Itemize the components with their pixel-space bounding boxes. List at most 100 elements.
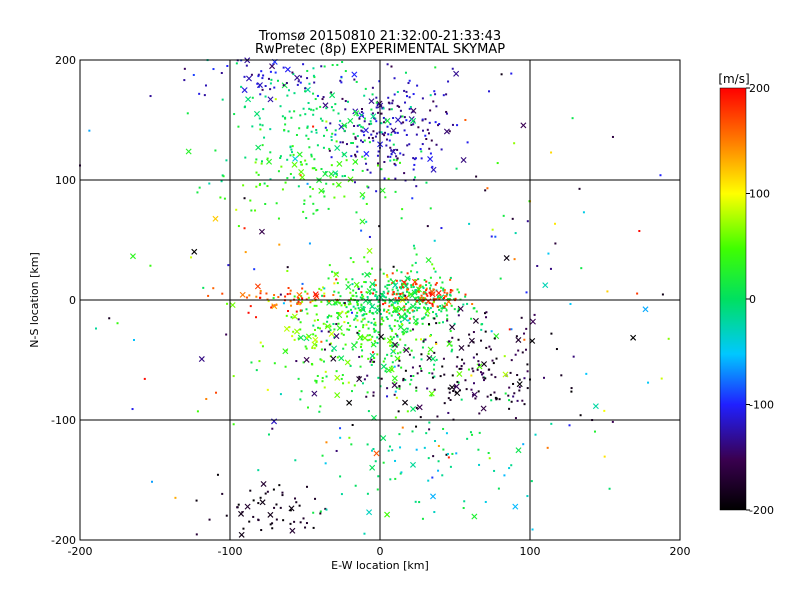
data-point xyxy=(249,305,252,308)
data-point xyxy=(393,162,396,165)
data-point xyxy=(323,195,326,198)
data-point xyxy=(208,182,211,185)
data-point xyxy=(384,302,387,305)
data-point xyxy=(300,75,303,78)
data-point xyxy=(336,311,339,314)
data-point xyxy=(399,115,402,118)
data-point xyxy=(340,304,343,307)
data-point xyxy=(271,522,274,525)
data-point xyxy=(225,333,228,336)
data-point-x-marker xyxy=(269,63,276,70)
data-point xyxy=(420,353,423,356)
data-point-x-marker xyxy=(303,356,310,363)
data-point xyxy=(408,277,411,280)
data-point xyxy=(323,65,326,68)
data-point xyxy=(380,112,383,115)
data-point xyxy=(381,318,384,321)
data-point xyxy=(418,302,421,305)
chart-title: Tromsø 20150810 21:32:00-21:33:43 xyxy=(258,29,501,44)
data-point xyxy=(318,327,321,330)
data-point xyxy=(458,367,461,370)
data-point xyxy=(386,287,389,290)
data-point xyxy=(412,328,415,331)
data-point xyxy=(241,511,244,514)
data-point xyxy=(212,287,215,290)
data-point xyxy=(439,375,442,378)
data-point xyxy=(285,82,288,85)
data-point xyxy=(409,105,412,108)
data-point xyxy=(403,172,406,175)
data-point xyxy=(269,82,272,85)
data-point xyxy=(342,382,345,385)
data-point-x-marker xyxy=(370,113,377,120)
data-point-x-marker xyxy=(516,381,523,388)
data-point xyxy=(434,440,437,443)
data-point xyxy=(311,300,314,303)
data-point xyxy=(251,96,254,99)
data-point xyxy=(395,310,398,313)
data-point xyxy=(381,292,384,295)
data-point xyxy=(446,452,449,455)
data-point xyxy=(403,308,406,311)
data-point xyxy=(569,302,572,305)
data-point xyxy=(183,79,186,82)
data-point xyxy=(437,295,440,298)
data-point xyxy=(353,181,356,184)
data-point xyxy=(448,297,451,300)
data-point xyxy=(428,281,431,284)
data-point xyxy=(275,518,278,521)
data-point-x-marker xyxy=(368,98,375,105)
data-point xyxy=(333,336,336,339)
data-point xyxy=(443,373,446,376)
data-point xyxy=(297,318,300,321)
data-point xyxy=(429,307,432,310)
data-point xyxy=(513,392,516,395)
data-point xyxy=(447,80,450,83)
data-point xyxy=(267,300,270,303)
data-point xyxy=(335,449,338,452)
data-point xyxy=(408,307,411,310)
data-point xyxy=(376,336,379,339)
data-point xyxy=(380,323,383,326)
data-point xyxy=(370,338,373,341)
data-point-x-marker xyxy=(346,399,353,406)
data-point-x-marker xyxy=(345,284,352,290)
data-point-x-marker xyxy=(430,355,436,362)
data-point-x-marker xyxy=(253,110,260,117)
data-point xyxy=(410,349,413,352)
data-point xyxy=(351,142,354,145)
data-point xyxy=(325,441,328,444)
data-point xyxy=(414,279,417,282)
data-point xyxy=(570,390,573,393)
data-point xyxy=(383,357,386,360)
data-point xyxy=(316,144,319,147)
data-point-x-marker xyxy=(410,107,417,114)
data-point xyxy=(360,110,363,113)
data-point xyxy=(525,291,528,294)
data-point xyxy=(359,296,362,299)
data-point xyxy=(484,330,487,333)
data-point xyxy=(396,302,399,305)
data-point-x-marker xyxy=(411,289,418,296)
data-point xyxy=(381,132,384,135)
data-point-x-marker xyxy=(403,347,410,354)
data-point-x-marker xyxy=(425,298,432,305)
data-point-x-marker xyxy=(363,150,370,157)
data-point xyxy=(259,292,262,295)
data-point xyxy=(555,348,558,351)
data-point xyxy=(489,393,492,396)
data-point xyxy=(482,372,485,375)
data-point xyxy=(398,295,401,298)
data-point xyxy=(335,323,338,326)
data-point xyxy=(457,314,460,317)
data-point xyxy=(408,317,411,320)
data-point-x-marker xyxy=(129,253,136,260)
data-point xyxy=(341,374,344,377)
data-point xyxy=(375,132,378,135)
data-point xyxy=(305,522,308,525)
data-point xyxy=(401,282,404,285)
data-point xyxy=(451,336,454,339)
data-point xyxy=(380,122,383,125)
data-point xyxy=(216,473,219,476)
data-point-x-marker xyxy=(429,291,436,298)
